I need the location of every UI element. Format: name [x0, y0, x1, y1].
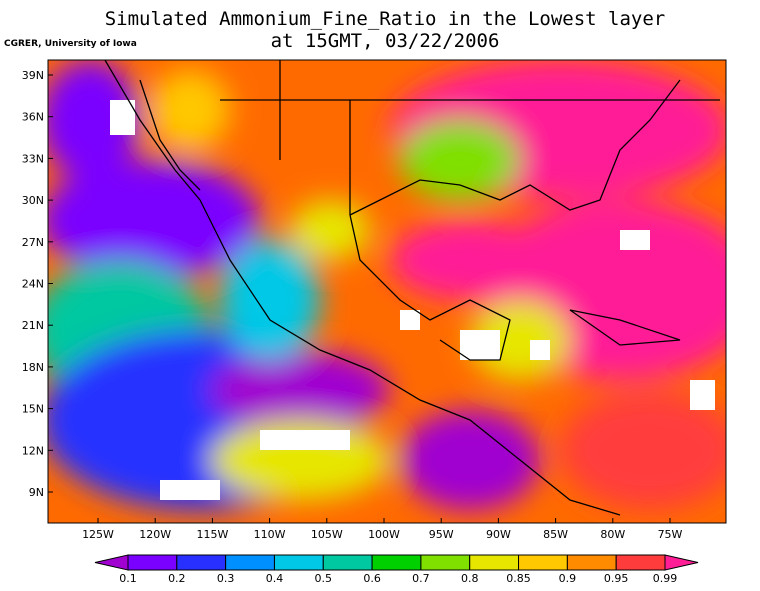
- lon-label: 95W: [429, 528, 454, 541]
- colorbar-segment: [322, 554, 373, 571]
- colorbar-segment: [127, 554, 178, 571]
- colorbar-label: 0.5: [315, 572, 333, 585]
- colorbar-segment: [566, 554, 617, 571]
- lon-label: 110W: [254, 528, 286, 541]
- colorbar-segment: [273, 554, 324, 571]
- colorbar-label: 0.8: [461, 572, 479, 585]
- colorbar-segment: [225, 554, 275, 571]
- lon-label: 105W: [311, 528, 343, 541]
- lat-label: 24N: [22, 278, 44, 291]
- lon-label: 125W: [82, 528, 114, 541]
- lat-label: 39N: [22, 69, 44, 82]
- lat-label: 21N: [22, 319, 44, 332]
- lon-label: 120W: [139, 528, 171, 541]
- colorbar-label: 0.6: [363, 572, 381, 585]
- map-field: [48, 60, 726, 523]
- colorbar-label: 0.3: [217, 572, 235, 585]
- lat-label: 12N: [22, 444, 44, 457]
- colorbar-segment: [420, 554, 471, 571]
- colorbar-segment: [371, 554, 422, 571]
- lat-label: 30N: [22, 194, 44, 207]
- map-frame: [47, 59, 727, 524]
- lon-label: 80W: [600, 528, 625, 541]
- colorbar-label: 0.9: [559, 572, 577, 585]
- colorbar-segment: [518, 554, 568, 571]
- lat-label: 27N: [22, 236, 44, 249]
- title-line-2: at 15GMT, 03/22/2006: [271, 30, 500, 52]
- lon-label: 85W: [543, 528, 568, 541]
- colorbar-label: 0.2: [168, 572, 186, 585]
- lat-label: 36N: [22, 111, 44, 124]
- credit: CGRER, University of Iowa: [4, 39, 137, 49]
- colorbar-label: 0.95: [604, 572, 629, 585]
- lon-label: 115W: [196, 528, 228, 541]
- colorbar-arrow: [664, 554, 699, 571]
- lon-label: 100W: [368, 528, 400, 541]
- lon-label: 75W: [658, 528, 683, 541]
- lat-label: 33N: [22, 152, 44, 165]
- colorbar-label: 0.1: [119, 572, 137, 585]
- title-line-1: Simulated Ammonium_Fine_Ratio in the Low…: [105, 8, 666, 30]
- colorbar-segment: [176, 554, 227, 571]
- lat-label: 18N: [22, 361, 44, 374]
- lon-label: 90W: [486, 528, 511, 541]
- lat-label: 9N: [29, 486, 44, 499]
- colorbar-label: 0.85: [506, 572, 531, 585]
- colorbar-label: 0.4: [266, 572, 284, 585]
- colorbar-arrow: [94, 554, 129, 571]
- colorbar-label: 0.7: [412, 572, 430, 585]
- colorbar-segment: [615, 554, 666, 571]
- lat-label: 15N: [22, 403, 44, 416]
- colorbar-label: 0.99: [653, 572, 678, 585]
- colorbar-segment: [469, 554, 520, 571]
